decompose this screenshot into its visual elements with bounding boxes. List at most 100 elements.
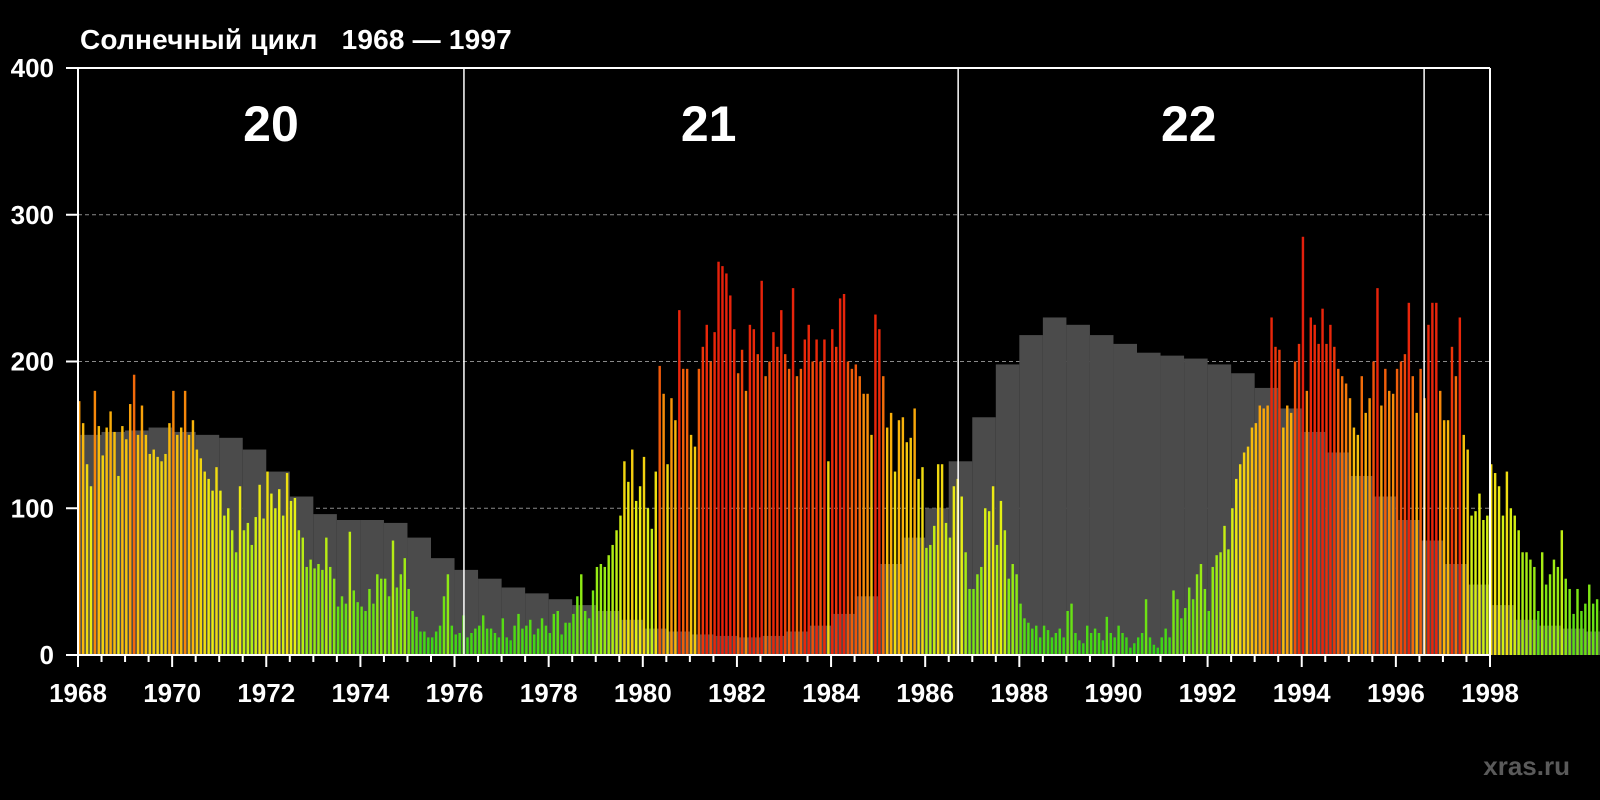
monthly-bar (1125, 637, 1128, 655)
monthly-bar (497, 637, 501, 655)
monthly-bar (1003, 530, 1007, 655)
monthly-bar (623, 461, 626, 655)
monthly-bar (1121, 632, 1124, 655)
monthly-bar (97, 426, 101, 655)
monthly-bar (281, 515, 285, 655)
monthly-bar (1019, 603, 1022, 655)
monthly-bar (1446, 420, 1450, 655)
monthly-bar (317, 564, 320, 655)
monthly-bar (423, 631, 426, 655)
monthly-bar (529, 619, 532, 655)
monthly-bar (1035, 625, 1038, 655)
monthly-bar (1411, 376, 1414, 655)
monthly-bar (1086, 625, 1089, 655)
x-tick-label: 1986 (896, 678, 954, 708)
monthly-bar (1250, 427, 1254, 655)
monthly-bar (568, 622, 571, 655)
monthly-bar (638, 486, 642, 655)
monthly-bar (838, 298, 842, 655)
monthly-bar (697, 368, 701, 655)
monthly-bar (270, 493, 273, 655)
monthly-bar (1442, 420, 1446, 655)
monthly-bar (403, 558, 406, 655)
monthly-bar (348, 531, 352, 655)
monthly-bar (442, 596, 446, 655)
monthly-bar (230, 530, 234, 655)
x-tick-label: 1970 (143, 678, 201, 708)
monthly-bar (666, 464, 669, 655)
monthly-bar (1388, 390, 1391, 655)
smoothed-bar (1113, 343, 1137, 655)
monthly-bar (1513, 515, 1516, 655)
monthly-bar (615, 530, 618, 655)
monthly-bar (1282, 427, 1285, 655)
monthly-bar (1580, 610, 1583, 655)
monthly-bar (752, 329, 756, 655)
monthly-bar (1427, 324, 1430, 655)
monthly-bar (1540, 552, 1544, 655)
monthly-bar (1466, 449, 1469, 655)
monthly-bar (756, 354, 759, 655)
monthly-bar (952, 486, 956, 655)
monthly-bar (850, 368, 854, 655)
monthly-bar (356, 602, 359, 655)
monthly-bar (517, 613, 520, 655)
monthly-bar (238, 486, 242, 655)
monthly-bar (364, 610, 367, 655)
monthly-bar (929, 544, 932, 655)
monthly-bar (1129, 647, 1132, 655)
monthly-bar (246, 522, 250, 655)
monthly-bar (1133, 643, 1136, 655)
x-tick-label: 1998 (1461, 678, 1519, 708)
monthly-bar (505, 637, 508, 655)
monthly-bar (968, 588, 971, 655)
monthly-bar (1525, 552, 1528, 655)
monthly-bar (1046, 630, 1050, 655)
monthly-bar (1548, 574, 1552, 655)
monthly-bar (1223, 525, 1226, 655)
monthly-bar (591, 590, 595, 655)
monthly-bar (1340, 376, 1344, 655)
monthly-bar (1168, 637, 1171, 655)
monthly-bar (940, 464, 944, 655)
monthly-bar (1180, 618, 1183, 655)
monthly-bar (513, 625, 516, 655)
monthly-bar (148, 453, 152, 655)
monthly-bar (1478, 493, 1481, 655)
monthly-bar (1066, 610, 1069, 655)
monthly-bar (984, 508, 987, 655)
monthly-bar (105, 427, 108, 655)
monthly-bar (121, 426, 124, 655)
monthly-bar (1070, 603, 1073, 655)
monthly-bar (901, 417, 905, 655)
monthly-bar (599, 564, 603, 655)
monthly-bar (1289, 412, 1293, 655)
cycle-label: 21 (681, 96, 737, 152)
monthly-bar (399, 574, 403, 655)
monthly-bar (646, 508, 650, 655)
monthly-bar (1313, 324, 1316, 655)
monthly-bar (905, 442, 909, 655)
monthly-bar (525, 625, 528, 655)
monthly-bar (1293, 361, 1297, 655)
monthly-bar (693, 446, 697, 655)
x-tick-label: 1974 (331, 678, 389, 708)
y-tick-label: 0 (40, 640, 54, 670)
monthly-bar (936, 464, 940, 655)
monthly-bar (1568, 588, 1571, 655)
monthly-bar (336, 606, 340, 655)
monthly-bar (117, 475, 120, 655)
monthly-bar (1062, 637, 1065, 655)
monthly-series (78, 236, 1600, 655)
monthly-bar (670, 398, 673, 655)
monthly-bar (787, 368, 791, 655)
monthly-bar (603, 566, 607, 655)
monthly-bar (81, 423, 85, 655)
cycle-labels: 20 21 22 (243, 96, 1216, 152)
smoothed-bar (1089, 335, 1114, 655)
monthly-bar (195, 449, 199, 655)
monthly-bar (1286, 405, 1289, 655)
monthly-bar (1450, 346, 1454, 655)
monthly-bar (897, 420, 901, 655)
monthly-bar (1384, 368, 1387, 655)
